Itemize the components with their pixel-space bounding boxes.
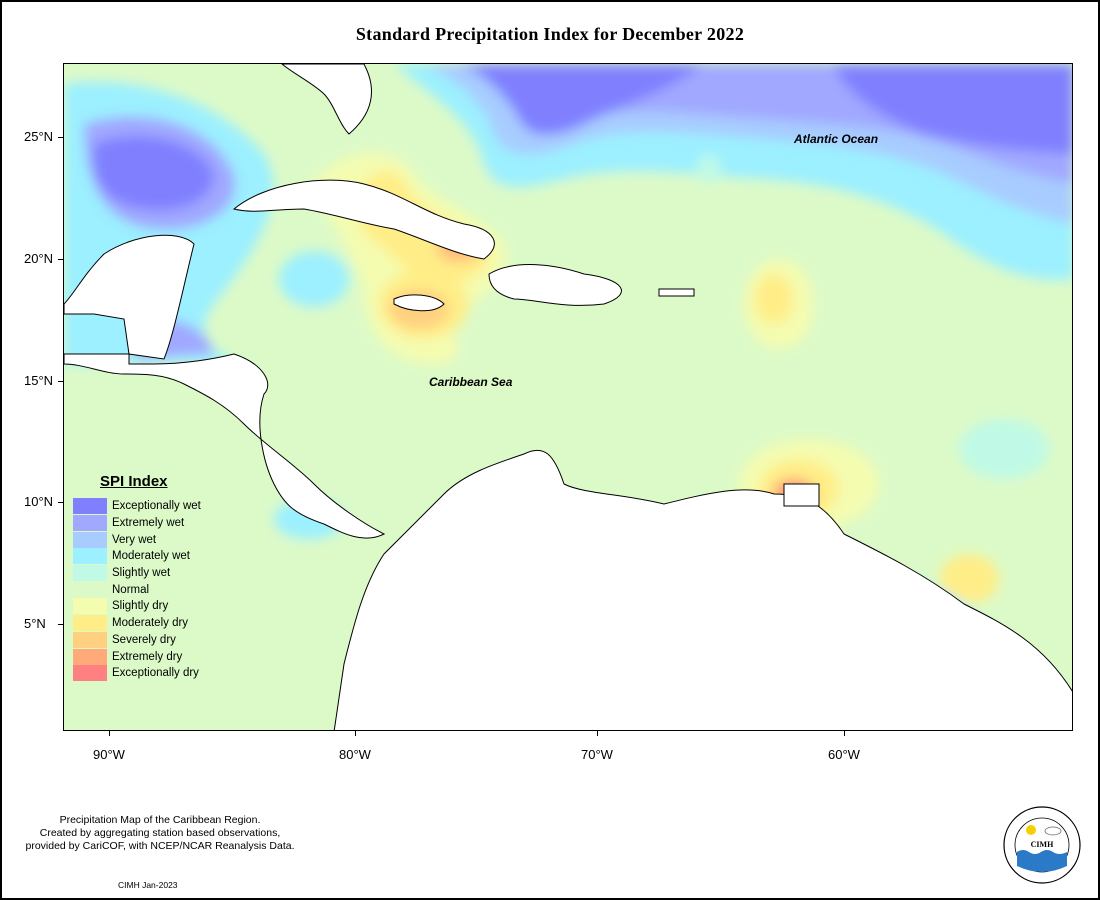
y-axis-label: 20°N: [24, 251, 54, 266]
caribbean-sea-label: Caribbean Sea: [429, 375, 513, 389]
legend-label: Normal: [112, 583, 150, 596]
footer-line: provided by CariCOF, with NCEP/NCAR Rean…: [25, 840, 295, 852]
land-masses: [64, 64, 1072, 730]
legend-item: Extremely dry: [73, 648, 201, 665]
cimh-logo: CIMH: [1003, 806, 1081, 884]
legend-label: Slightly wet: [112, 567, 171, 580]
legend-item: Moderately wet: [73, 548, 201, 565]
wave-icon: [1017, 850, 1067, 872]
legend-swatch: [73, 515, 107, 532]
legend-item: Slightly dry: [73, 598, 201, 615]
legend-swatch: [73, 498, 107, 515]
legend-swatch: [73, 548, 107, 565]
legend-item: Extremely wet: [73, 515, 201, 532]
cloud-icon: [1044, 826, 1062, 836]
spi-map: Atlantic Ocean Caribbean Sea: [63, 63, 1073, 731]
x-axis-label: 70°W: [581, 747, 613, 762]
legend-label: Very wet: [112, 533, 157, 546]
y-tick: [58, 381, 63, 382]
x-axis-label: 80°W: [339, 747, 371, 762]
legend-item: Severely dry: [73, 631, 201, 649]
legend-item: Exceptionally wet: [73, 498, 201, 515]
legend-swatch: [73, 648, 107, 665]
legend-swatch: [73, 565, 107, 582]
y-tick: [58, 259, 63, 260]
legend-label: Slightly dry: [112, 600, 169, 613]
legend-item: Very wet: [73, 531, 201, 548]
sun-icon: [1026, 825, 1036, 835]
x-tick: [355, 731, 356, 736]
legend-label: Moderately wet: [112, 550, 190, 563]
legend-item: Slightly wet: [73, 565, 201, 582]
footer-line: Precipitation Map of the Caribbean Regio…: [59, 814, 261, 826]
footer-notes: Precipitation Map of the Caribbean Regio…: [0, 814, 320, 853]
y-tick: [58, 624, 63, 625]
y-tick: [58, 137, 63, 138]
legend-label: Severely dry: [112, 633, 176, 646]
legend-label: Moderately dry: [112, 617, 189, 630]
legend-label: Extremely wet: [112, 517, 185, 530]
legend-item: Normal: [73, 581, 201, 598]
y-axis-label: 25°N: [24, 129, 54, 144]
legend-swatch: [73, 631, 107, 648]
y-axis-label: 10°N: [24, 494, 54, 509]
legend-swatch: [73, 598, 107, 615]
footer-line: Created by aggregating station based obs…: [39, 827, 281, 839]
legend-label: Extremely dry: [112, 650, 183, 663]
legend-swatch: [73, 615, 107, 632]
x-tick: [844, 731, 845, 736]
y-axis-label: 15°N: [24, 373, 54, 388]
x-axis-label: 90°W: [93, 747, 125, 762]
x-tick: [597, 731, 598, 736]
spi-map-canvas: [64, 64, 1072, 730]
legend-swatch: [73, 665, 107, 682]
atlantic-ocean-label: Atlantic Ocean: [794, 132, 879, 146]
legend-label: Exceptionally wet: [112, 500, 201, 513]
legend-item: Moderately dry: [73, 615, 201, 632]
legend-label: Exceptionally dry: [112, 667, 199, 680]
x-axis-label: 60°W: [828, 747, 860, 762]
y-tick: [58, 502, 63, 503]
logo-text: CIMH: [1031, 840, 1054, 849]
x-tick: [109, 731, 110, 736]
legend-item: Exceptionally dry: [73, 665, 201, 682]
y-axis-label: 5°N: [24, 616, 46, 631]
map-title: Standard Precipitation Index for Decembe…: [355, 24, 745, 44]
legend-swatch: [73, 581, 107, 598]
legend: Exceptionally wet Extremely wet Very wet Mo…: [73, 498, 201, 682]
credit: CIMH Jan-2023: [118, 880, 178, 890]
legend-title: SPI Index: [100, 473, 168, 490]
legend-swatch: [73, 531, 107, 548]
